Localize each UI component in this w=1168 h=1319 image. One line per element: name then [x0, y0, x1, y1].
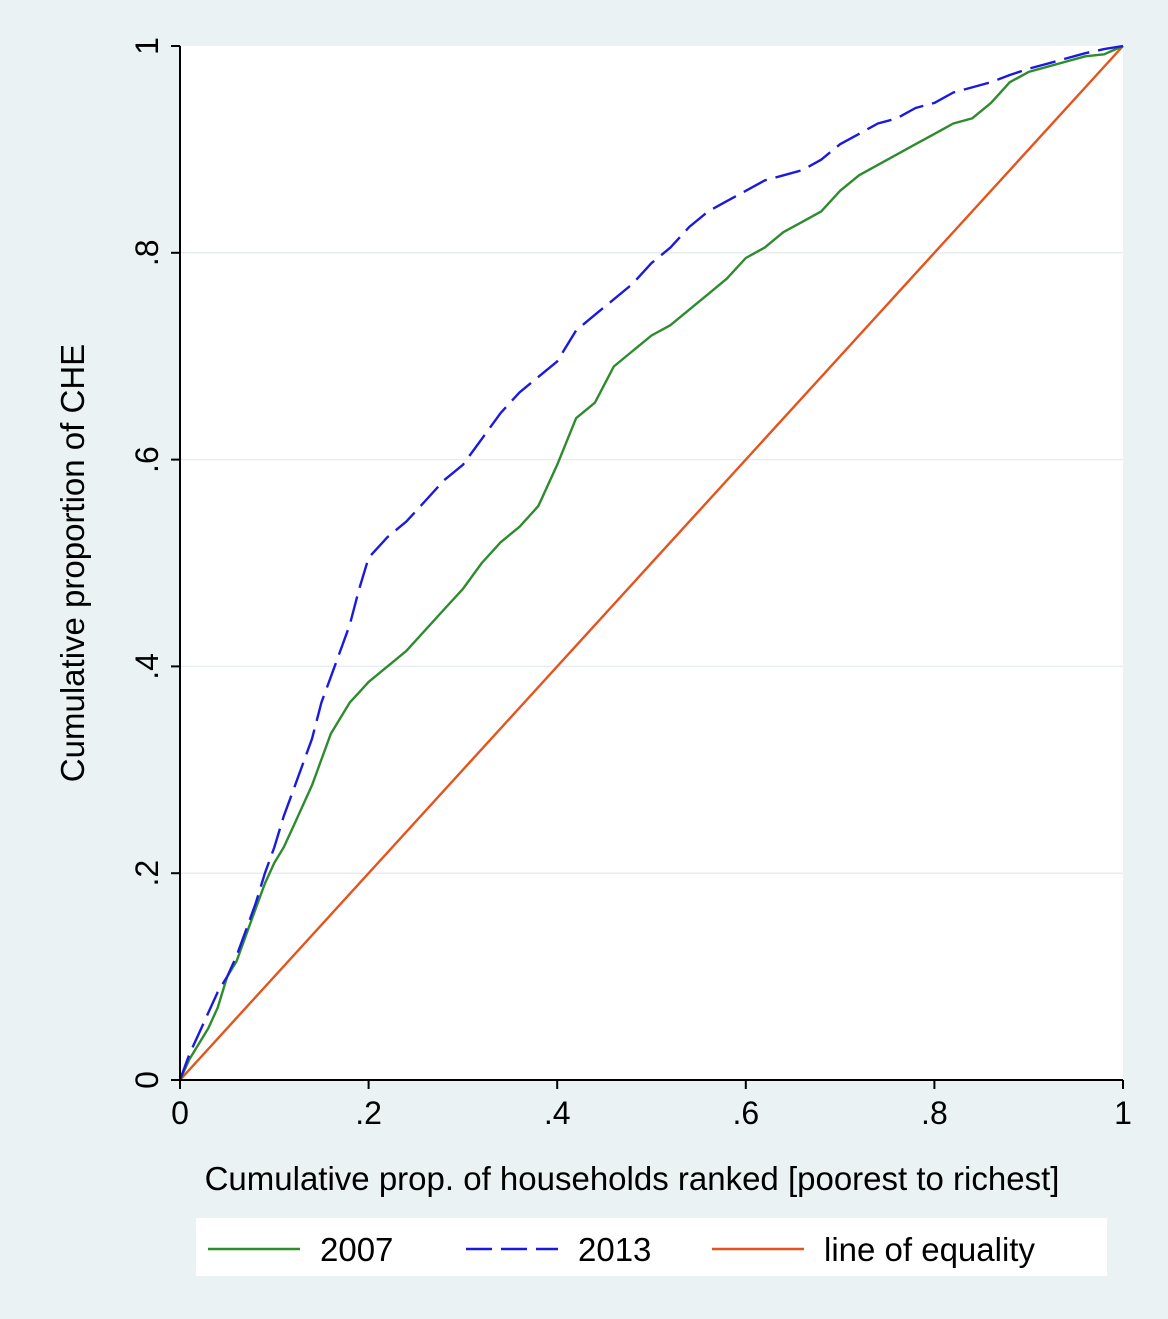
y-tick-label: .4 [129, 653, 165, 680]
y-tick-label: .2 [129, 860, 165, 887]
series-line-line-of-equality [179, 45, 1124, 1081]
series-line-2007 [178, 44, 1124, 1081]
legend-label-line-of-equality: line of equality [824, 1231, 1035, 1268]
legend-label-2013: 2013 [578, 1231, 651, 1268]
axis-layer: 0 .2 .4 .6 .8 1 0 .2 .4 .6 .8 1 [129, 37, 1132, 1131]
x-tick-label: .6 [732, 1095, 759, 1131]
y-axis-title: Cumulative proportion of CHE [54, 344, 91, 782]
legend: 2007 2013 line of equality [196, 1218, 1107, 1276]
y-tick-label: 0 [129, 1071, 165, 1089]
x-axis-title: Cumulative prop. of households ranked [p… [205, 1160, 1060, 1197]
legend-box [196, 1218, 1107, 1276]
legend-label-2007: 2007 [320, 1231, 393, 1268]
grid-layer [180, 252, 1123, 874]
series-layer [178, 44, 1124, 1081]
x-tick-label: 1 [1114, 1095, 1132, 1131]
x-tick-label: .8 [921, 1095, 948, 1131]
x-tick-label: .2 [355, 1095, 382, 1131]
series-line-2013 [178, 44, 1124, 1081]
y-tick-label: .8 [129, 239, 165, 266]
y-tick-label: 1 [129, 37, 165, 55]
y-tick-label: .6 [129, 446, 165, 473]
x-tick-label: 0 [171, 1095, 189, 1131]
x-tick-label: .4 [544, 1095, 571, 1131]
